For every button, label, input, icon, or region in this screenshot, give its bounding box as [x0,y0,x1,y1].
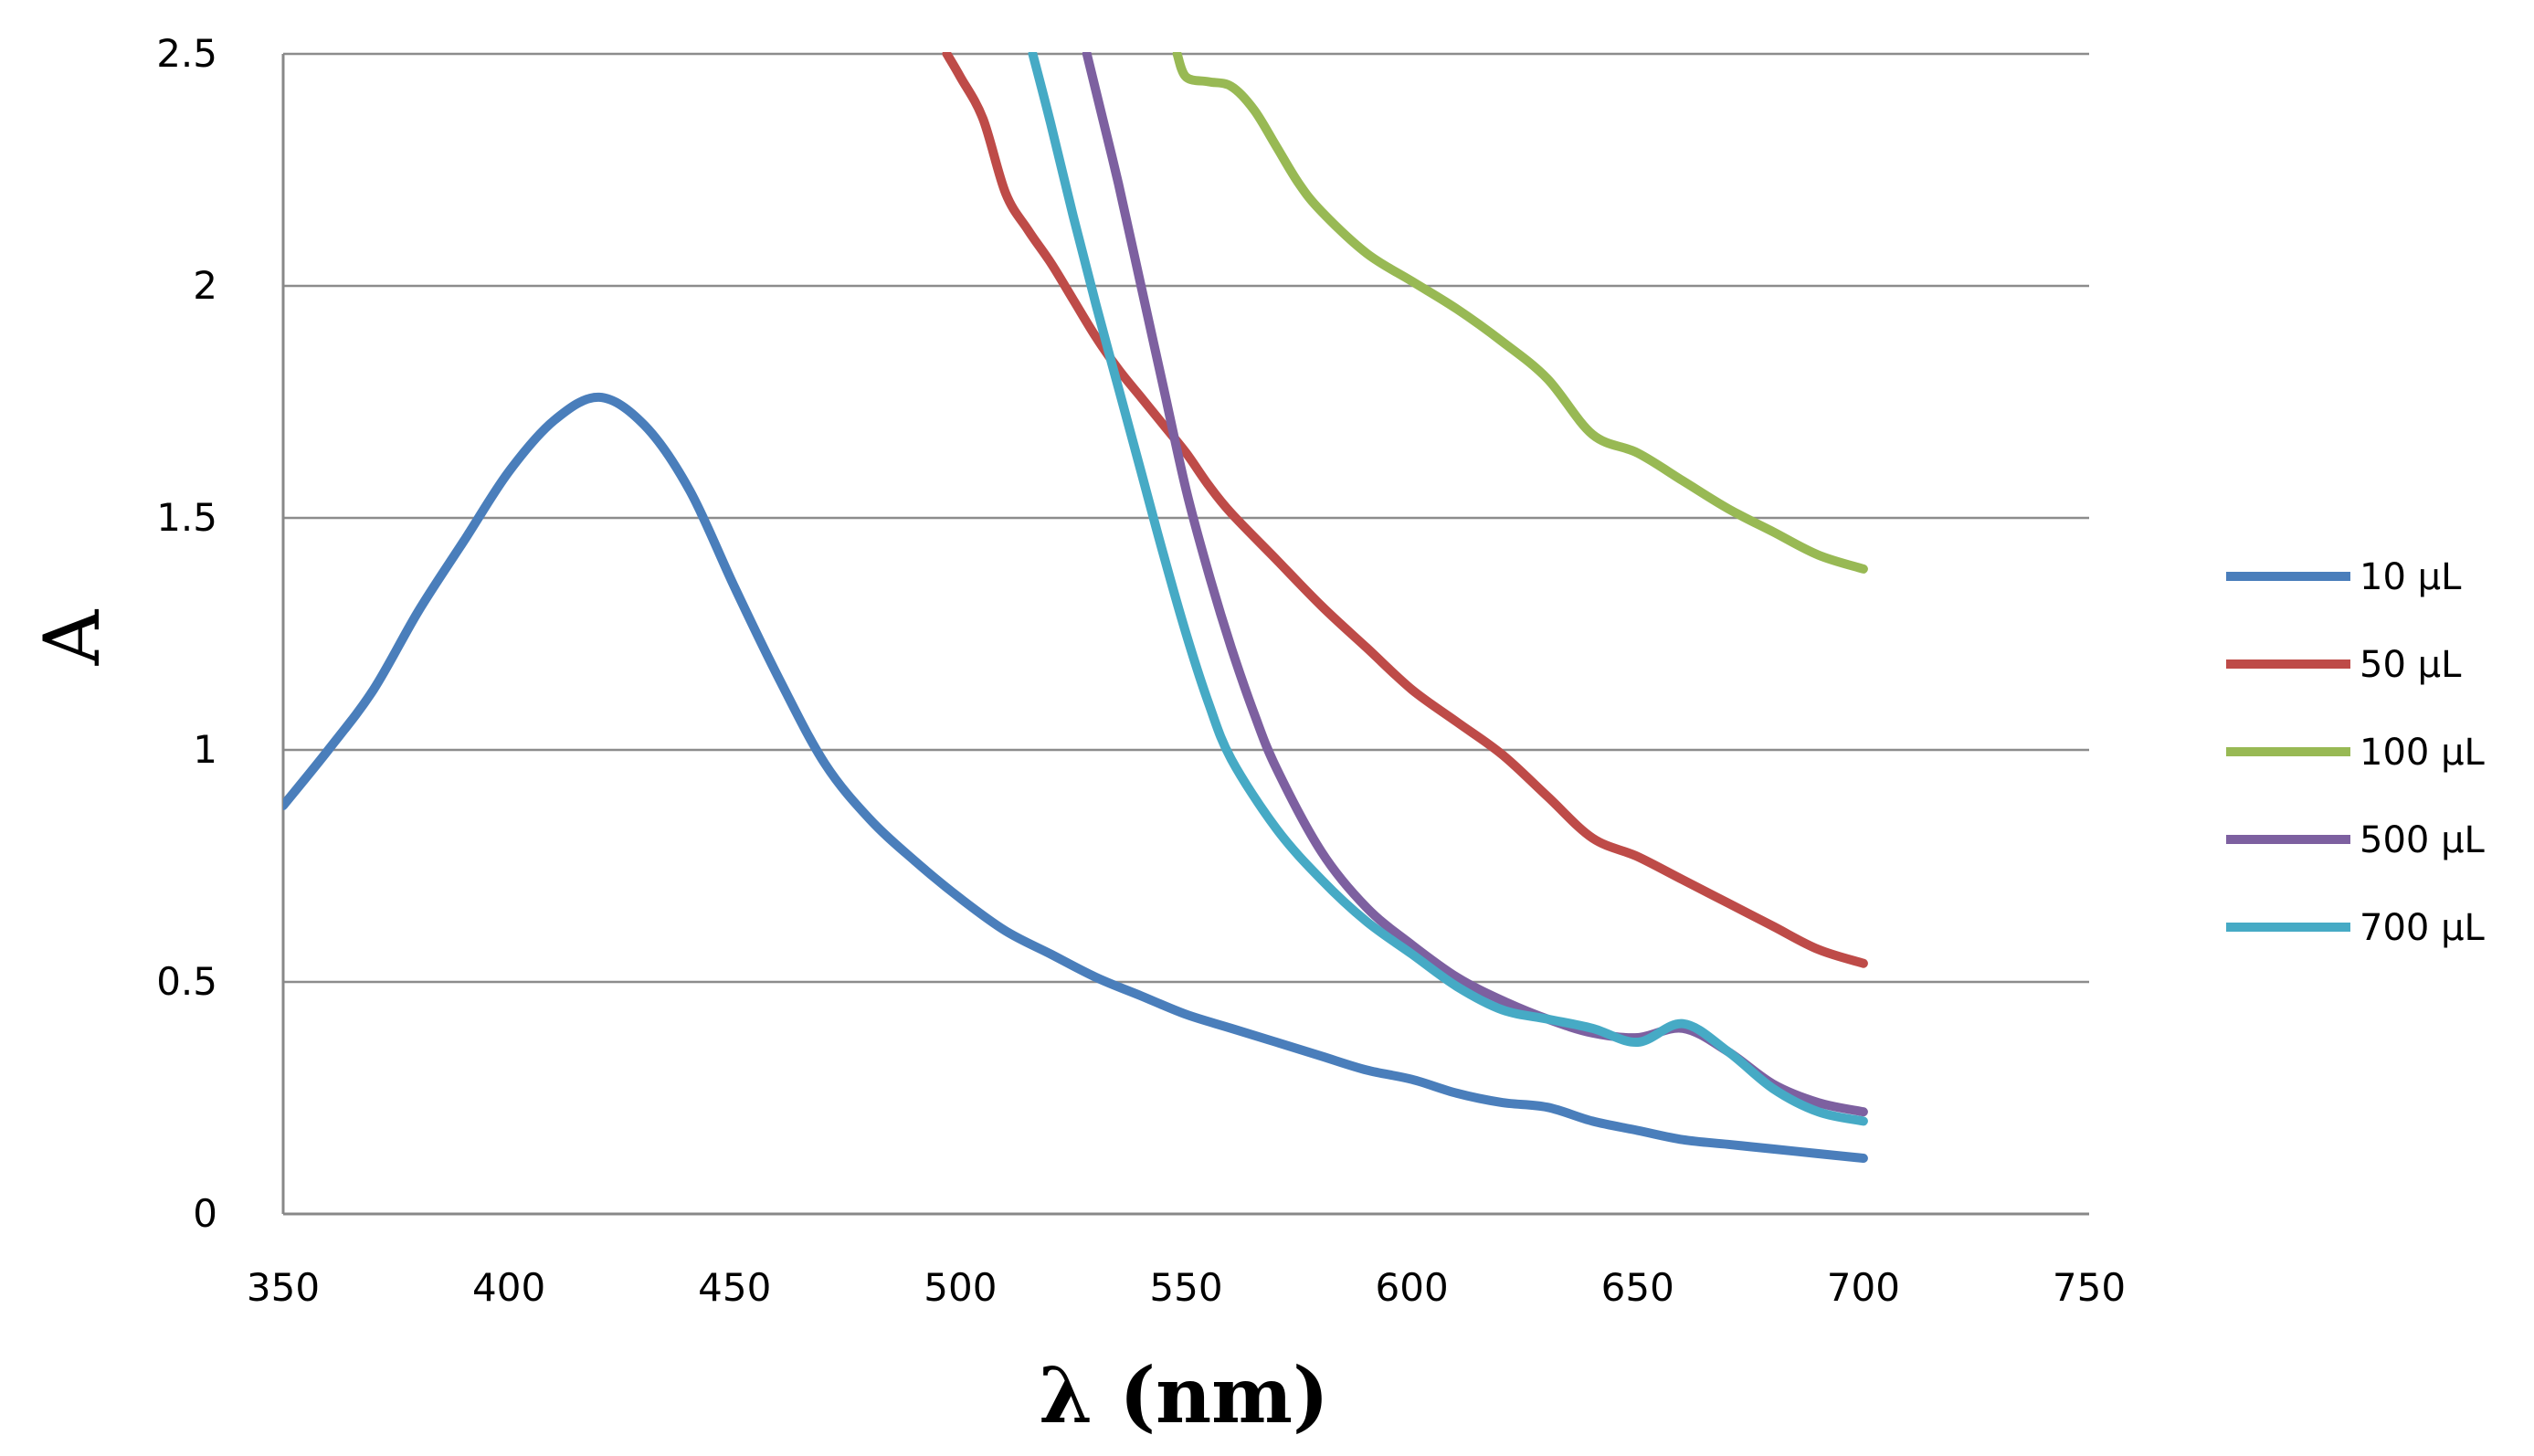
series-line-3 [1172,52,1868,574]
y-axis-label: A [27,608,117,666]
x-tick-label: 350 [247,1265,320,1310]
x-tick-label: 700 [1827,1265,1900,1310]
series-line-5 [1028,52,1868,1126]
legend-label: 500 µL [2360,819,2486,861]
legend-label: 10 µL [2360,556,2462,598]
x-tick-label: 650 [1601,1265,1674,1310]
legend: 10 µL 50 µL 100 µL 500 µL 700 µL [2226,556,2486,949]
y-tick-label: 2 [193,263,217,308]
y-tick-label: 2.5 [156,31,217,76]
x-tick-label: 400 [472,1265,545,1310]
x-tick-label: 450 [698,1265,771,1310]
x-tick-label: 500 [924,1265,997,1310]
x-tick-labels: 350 400 450 500 550 600 650 700 750 [247,1265,2126,1310]
x-tick-label: 750 [2053,1265,2126,1310]
series-line-4 [1082,52,1868,1117]
x-axis-label: λ (nm) [1039,1350,1329,1440]
y-tick-label: 1 [193,727,217,772]
x-tick-label: 600 [1376,1265,1449,1310]
y-tick-label: 0.5 [156,959,217,1004]
y-tick-label: 0 [193,1191,217,1236]
legend-label: 700 µL [2360,907,2486,949]
series-line-1 [283,392,1868,1163]
x-tick-label: 550 [1149,1265,1222,1310]
plot-series [283,52,1868,1163]
legend-label: 50 µL [2360,644,2462,686]
y-tick-labels: 0 0.5 1 1.5 2 2.5 [156,31,217,1236]
legend-label: 100 µL [2360,732,2486,774]
y-tick-label: 1.5 [156,495,217,540]
gridlines [283,52,2089,984]
series-line-2 [942,52,1868,968]
